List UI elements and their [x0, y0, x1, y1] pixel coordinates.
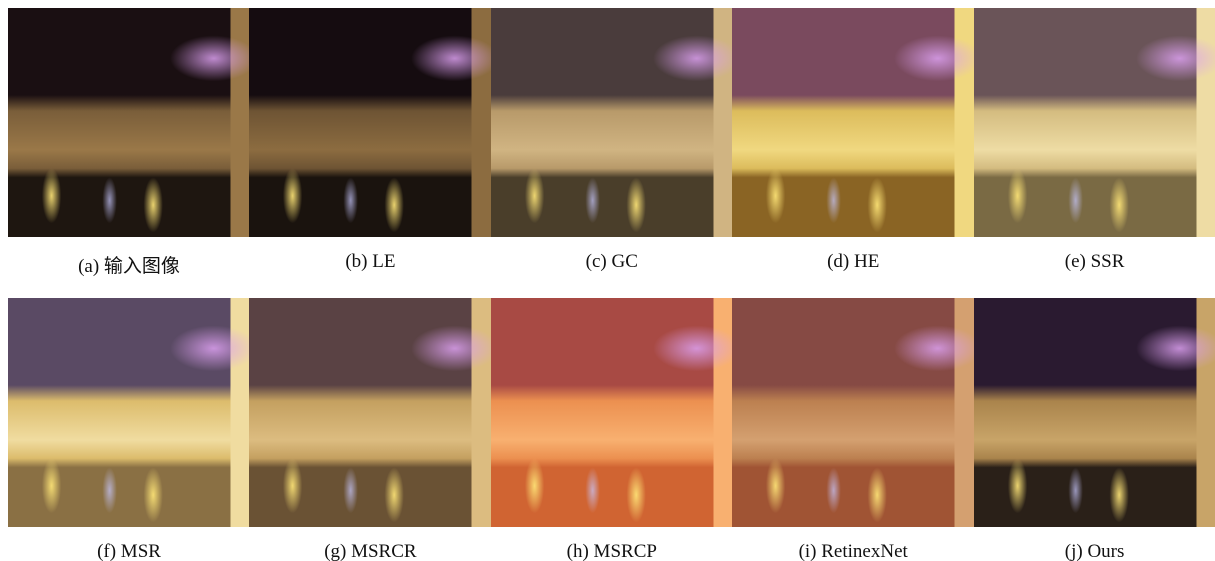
- result-image: [8, 298, 250, 527]
- result-image: [249, 298, 491, 527]
- result-image: [974, 8, 1215, 237]
- caption: (j) Ours: [974, 541, 1215, 561]
- caption: (e) SSR: [974, 251, 1215, 273]
- result-image: [732, 298, 974, 527]
- caption: (d) HE: [732, 251, 974, 273]
- caption: (i) RetinexNet: [732, 541, 974, 561]
- result-image: [974, 298, 1215, 527]
- caption: (g) MSRCR: [249, 541, 491, 561]
- caption: (c) GC: [491, 251, 733, 273]
- caption: (a) 输入图像: [8, 251, 250, 278]
- figure: (a) 输入图像(b) LE(c) GC(d) HE(e) SSR (f) MSR…: [0, 0, 1215, 561]
- caption: (f) MSR: [8, 541, 250, 561]
- result-image: [732, 8, 974, 237]
- caption: (b) LE: [249, 251, 491, 273]
- result-image: [491, 298, 733, 527]
- result-image: [249, 8, 491, 237]
- result-image: [491, 8, 733, 237]
- caption: (h) MSRCP: [491, 541, 733, 561]
- result-image: [8, 8, 250, 237]
